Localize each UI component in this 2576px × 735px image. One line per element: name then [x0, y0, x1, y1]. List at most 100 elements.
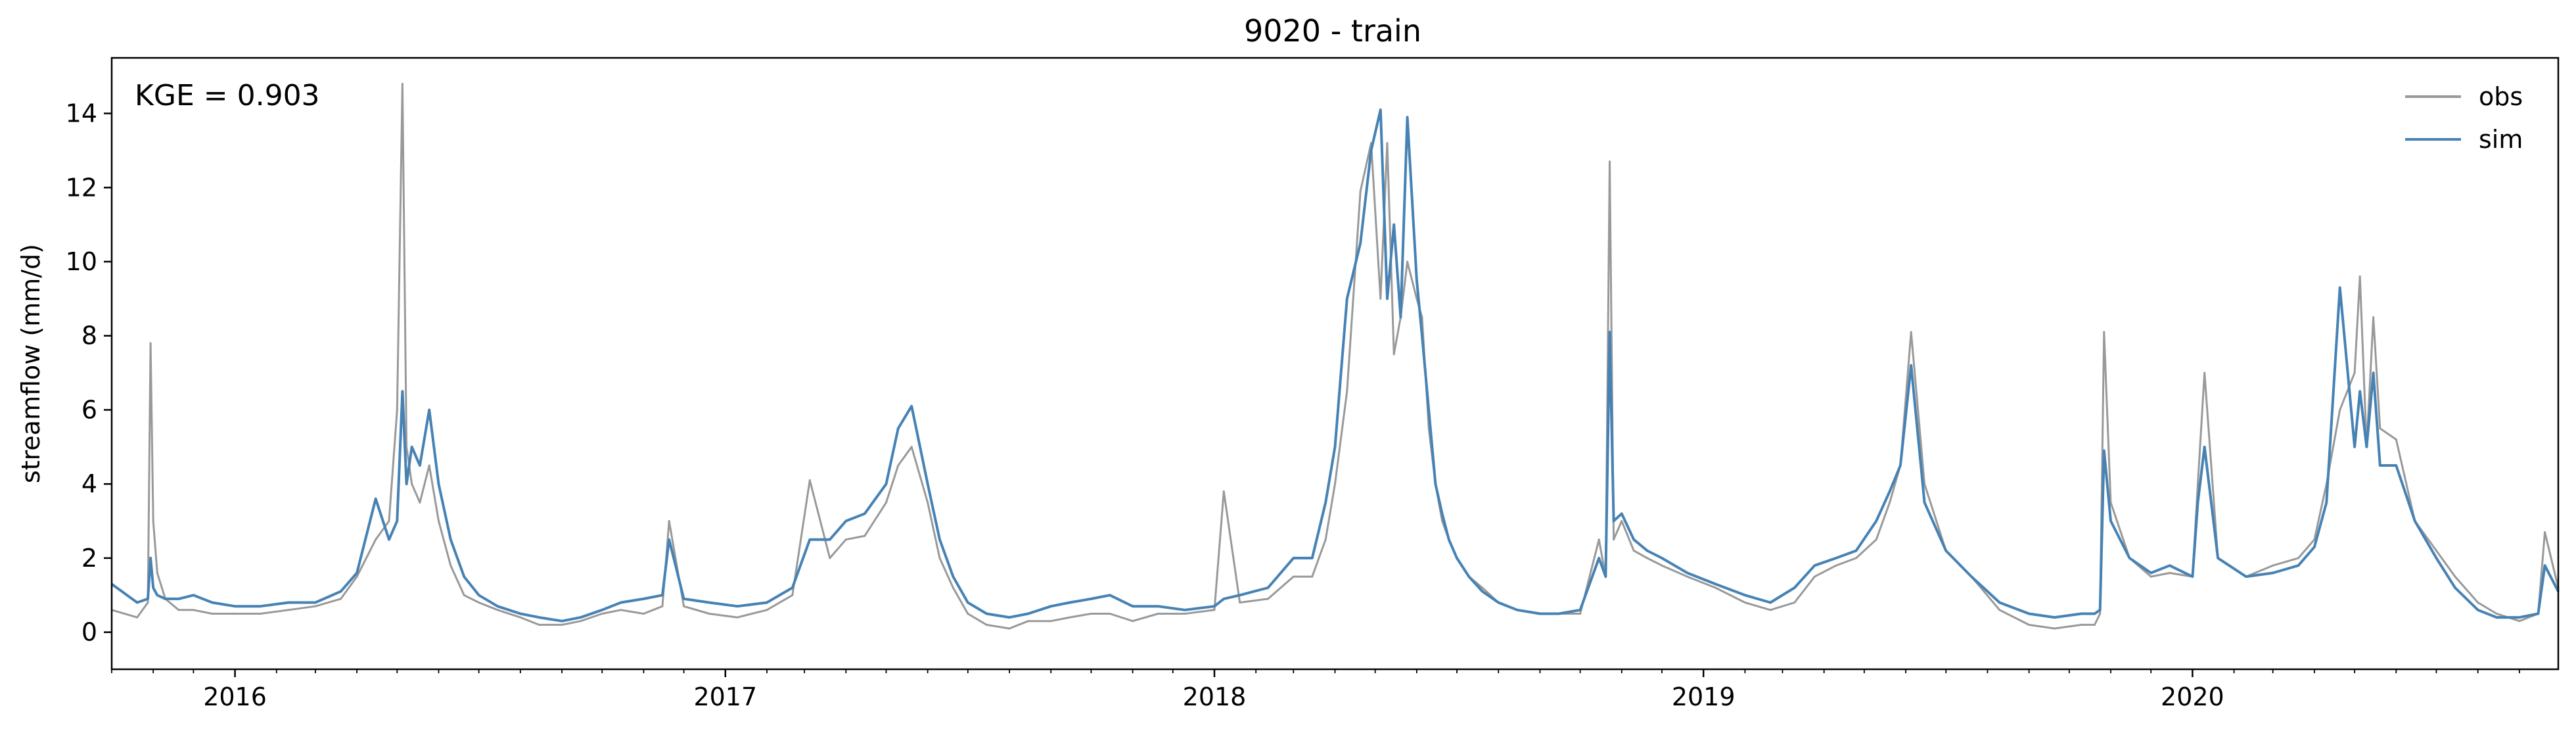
data-point-sim — [211, 602, 214, 604]
series-layer — [110, 83, 2560, 630]
data-point-sim — [1835, 557, 1837, 559]
data-point-obs — [1386, 142, 1389, 145]
data-point-sim — [668, 538, 670, 541]
data-point-obs — [2395, 439, 2397, 440]
data-point-sim — [375, 498, 377, 500]
data-point-obs — [356, 575, 358, 578]
data-point-obs — [897, 464, 900, 467]
data-point-obs — [2080, 623, 2082, 626]
data-point-obs — [1239, 602, 1241, 604]
data-point-obs — [1311, 575, 1314, 578]
data-point-obs — [1481, 586, 1484, 589]
data-point-sim — [1213, 605, 1216, 607]
data-point-sim — [2272, 572, 2274, 574]
data-point-sim — [259, 605, 262, 607]
data-point-obs — [1132, 620, 1134, 623]
data-point-sim — [620, 602, 622, 604]
data-point-obs — [927, 501, 929, 504]
data-point-obs — [1213, 609, 1216, 611]
data-point-obs — [661, 605, 664, 607]
data-point-obs — [1855, 557, 1858, 559]
data-point-sim — [1379, 108, 1382, 111]
data-point-obs — [683, 605, 685, 607]
data-point-obs — [2495, 613, 2498, 615]
data-point-sim — [2203, 446, 2206, 448]
data-point-sim — [1481, 590, 1484, 593]
data-point-obs — [428, 464, 430, 467]
data-point-obs — [938, 557, 941, 559]
data-point-sim — [2128, 557, 2131, 559]
data-point-sim — [967, 602, 969, 604]
data-point-obs — [1579, 613, 1582, 615]
data-point-obs — [1406, 260, 1409, 263]
data-point-sim — [2379, 464, 2381, 467]
data-point-obs — [1109, 613, 1111, 615]
data-point-sim — [910, 405, 913, 408]
data-point-obs — [1027, 620, 1030, 623]
data-point-sim — [1621, 512, 1623, 515]
data-point-obs — [1598, 538, 1600, 541]
data-point-sim — [287, 602, 290, 604]
y-tick-label: 10 — [66, 247, 97, 276]
data-point-sim — [2028, 613, 2031, 615]
data-point-obs — [1324, 538, 1327, 541]
data-point-obs — [2028, 623, 2031, 626]
data-point-obs — [766, 609, 768, 611]
data-point-sim — [1008, 616, 1011, 619]
kge-annotation: KGE = 0.903 — [135, 79, 320, 112]
x-tick-label: 2016 — [203, 682, 267, 711]
data-point-obs — [844, 538, 847, 541]
data-point-sim — [356, 572, 358, 574]
data-point-sim — [2537, 613, 2539, 615]
data-point-obs — [1090, 613, 1092, 615]
data-point-sim — [478, 594, 480, 596]
data-point-obs — [1157, 613, 1159, 615]
data-point-obs — [863, 534, 866, 537]
data-point-sim — [1267, 586, 1270, 589]
data-point-sim — [952, 575, 954, 578]
data-point-sim — [683, 598, 685, 600]
data-point-obs — [2454, 575, 2456, 578]
data-point-sim — [985, 613, 988, 615]
data-point-sim — [1415, 279, 1418, 281]
data-point-sim — [234, 605, 237, 607]
data-point-sim — [2109, 520, 2112, 522]
data-point-sim — [2358, 390, 2361, 392]
data-point-sim — [2103, 450, 2105, 452]
data-point-obs — [2435, 550, 2437, 552]
data-point-obs — [1910, 331, 1912, 333]
data-point-obs — [438, 520, 440, 522]
data-point-sim — [419, 464, 421, 467]
data-point-sim — [1346, 297, 1348, 300]
y-tick-label: 2 — [81, 544, 97, 573]
data-point-obs — [147, 602, 149, 604]
data-point-obs — [829, 557, 831, 559]
data-point-obs — [388, 520, 390, 522]
data-point-obs — [885, 501, 887, 504]
data-point-sim — [2313, 546, 2316, 548]
data-point-sim — [2297, 564, 2299, 567]
data-point-obs — [478, 602, 480, 604]
y-tick-label: 6 — [81, 395, 97, 424]
data-point-sim — [1184, 609, 1186, 611]
data-point-obs — [177, 609, 180, 611]
data-point-sim — [136, 602, 139, 604]
data-point-sim — [1609, 331, 1611, 333]
data-point-sim — [1334, 446, 1336, 448]
data-point-obs — [601, 613, 603, 615]
data-point-sim — [449, 538, 452, 541]
data-point-sim — [192, 594, 195, 596]
data-point-sim — [938, 538, 941, 541]
data-point-obs — [287, 609, 290, 611]
data-point-obs — [519, 616, 522, 619]
data-point-sim — [2197, 501, 2199, 504]
data-point-obs — [1686, 575, 1689, 578]
data-point-obs — [2544, 531, 2546, 533]
data-point-sim — [1109, 594, 1111, 596]
data-point-sim — [1399, 316, 1402, 318]
data-point-sim — [2191, 575, 2194, 578]
data-point-sim — [177, 598, 180, 600]
data-point-sim — [2150, 572, 2152, 574]
data-point-sim — [2169, 564, 2171, 567]
data-point-obs — [1359, 190, 1362, 193]
